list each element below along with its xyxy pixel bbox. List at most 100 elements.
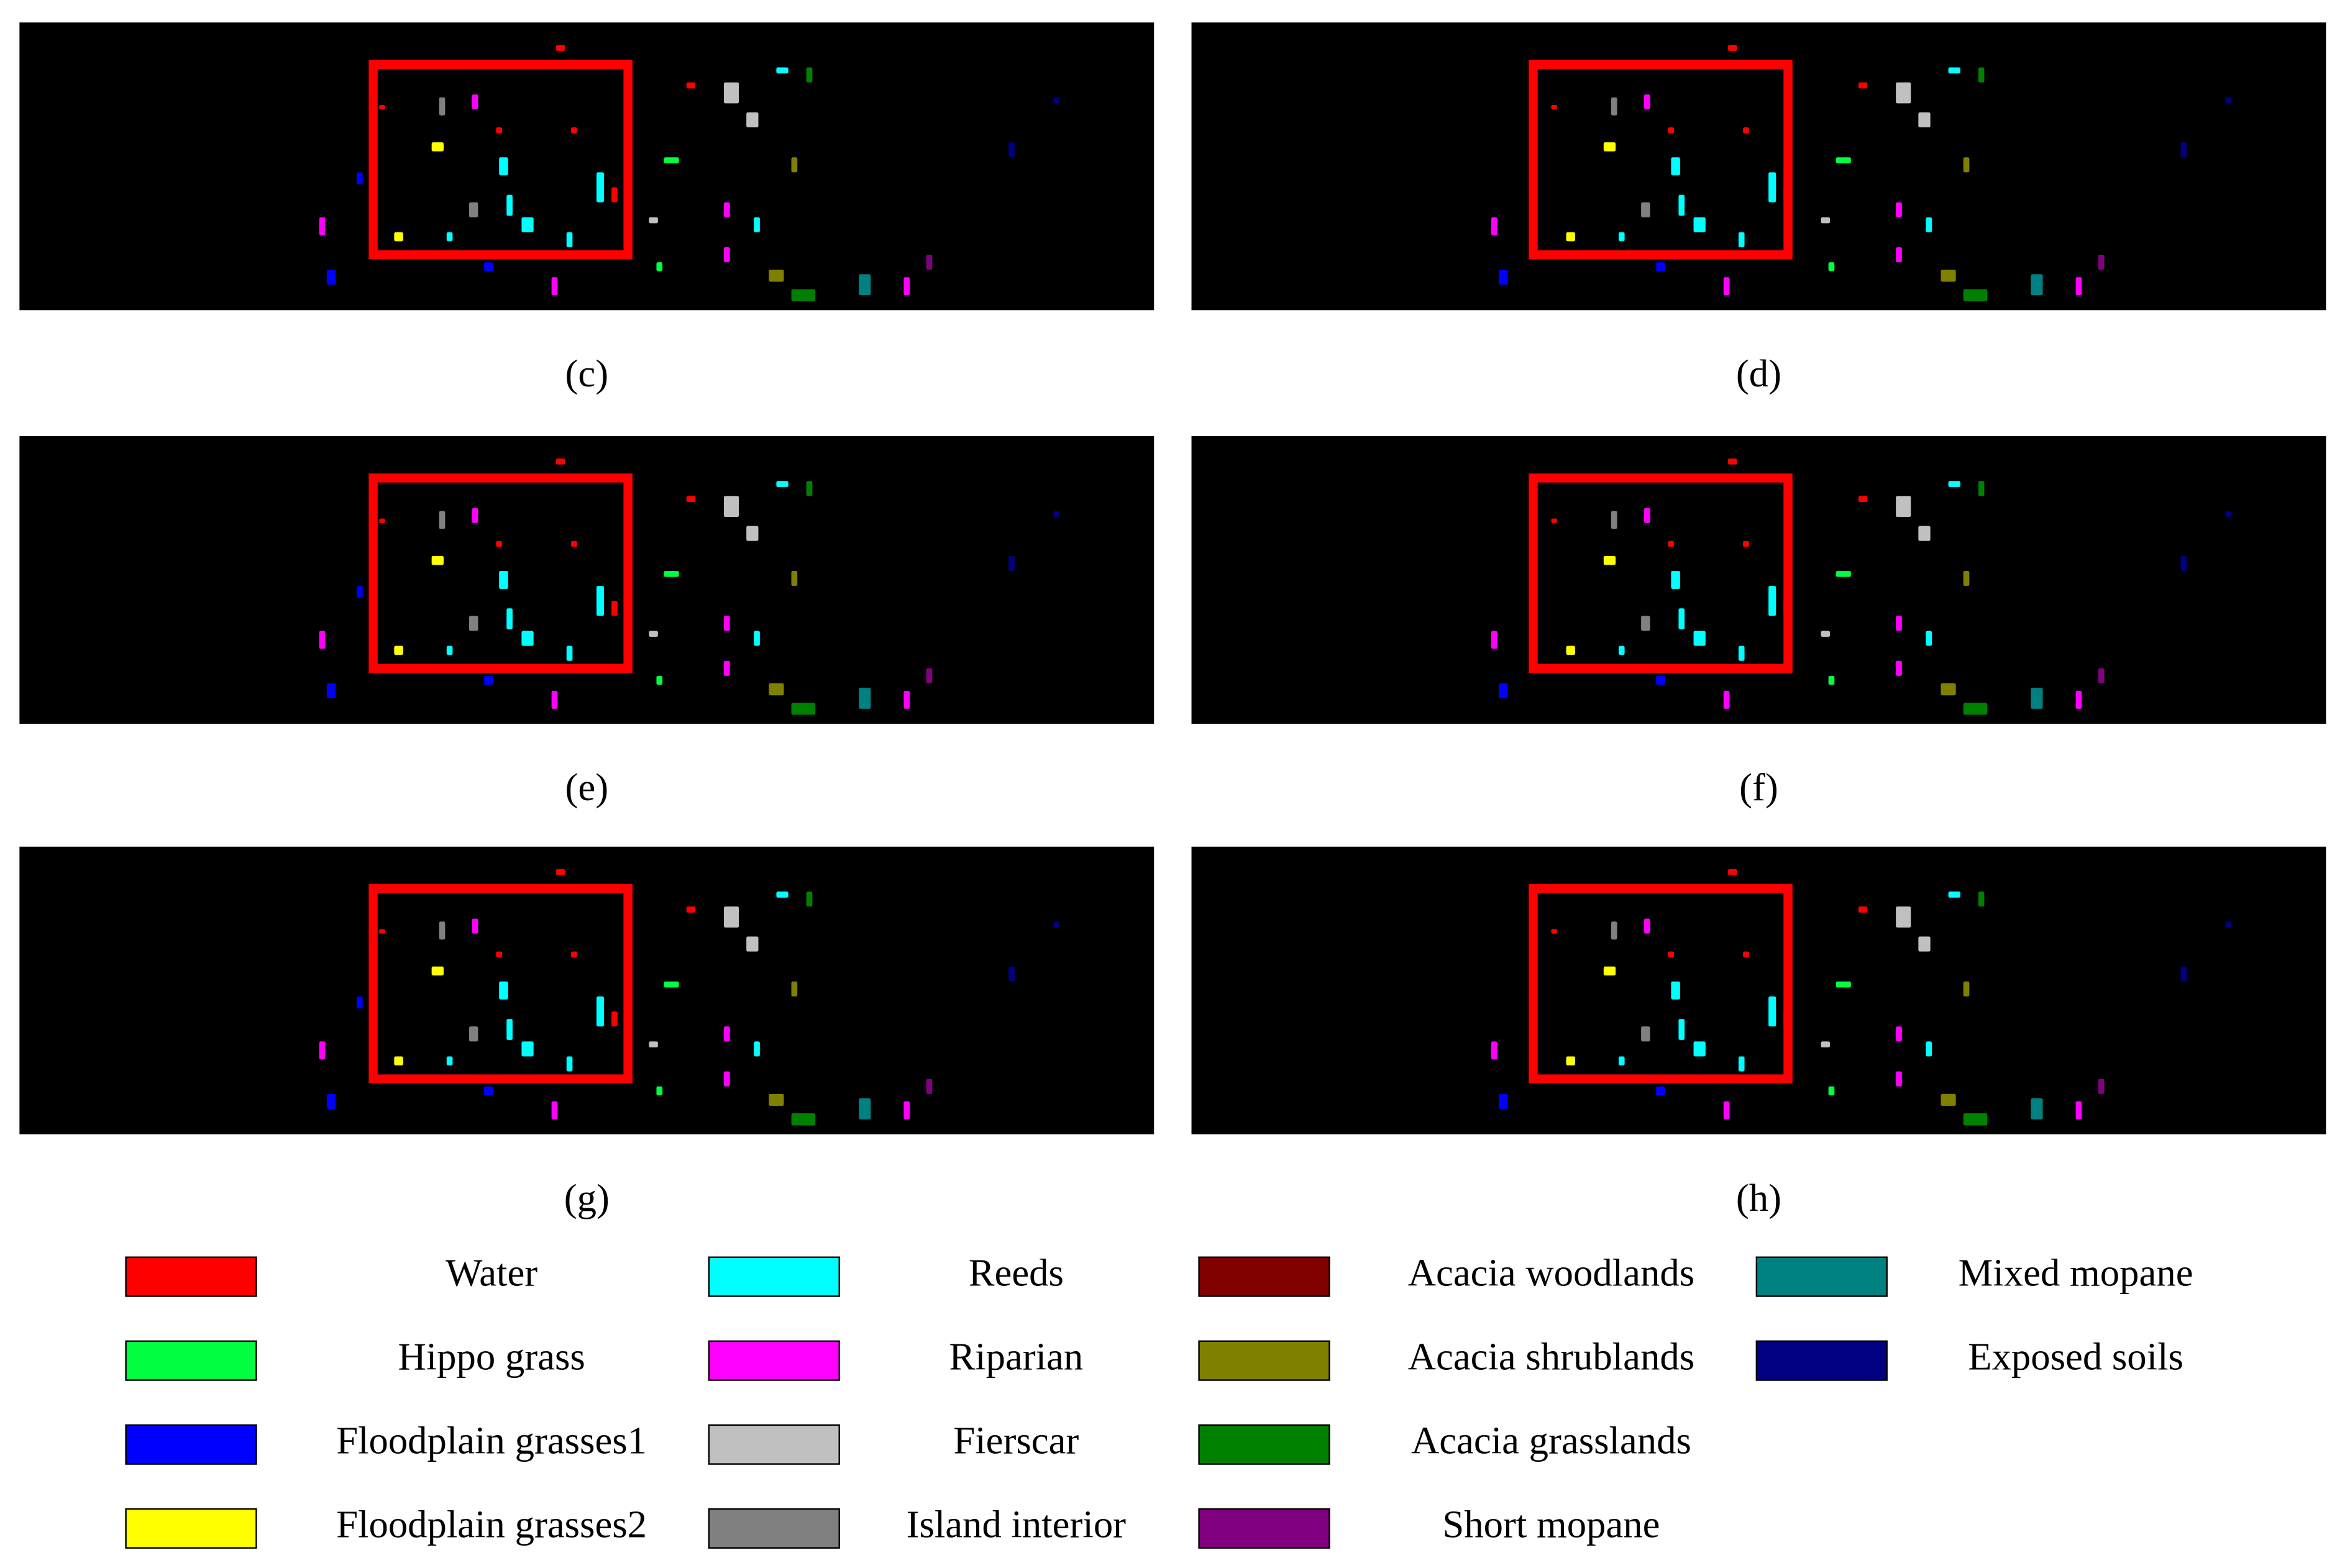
map-region: [1926, 217, 1932, 232]
map-region: [791, 571, 798, 586]
map-region: [769, 683, 784, 696]
legend-label: Acacia woodlands: [1408, 1251, 1694, 1294]
map-region: [1948, 891, 1960, 898]
map-region: [1668, 127, 1675, 134]
map-region: [2225, 511, 2232, 517]
map-region: [611, 187, 618, 203]
legend-swatch: [125, 1508, 257, 1549]
map-region: [394, 645, 403, 655]
map-region: [446, 232, 453, 242]
map-region: [776, 891, 789, 898]
panel-label: (e): [565, 765, 608, 809]
legend-label: Island interior: [907, 1503, 1127, 1546]
map-region: [723, 82, 739, 104]
map-region: [506, 194, 513, 216]
legend-swatch: [1755, 1340, 1888, 1381]
legend-label: Acacia shrublands: [1408, 1335, 1694, 1379]
map-region: [1008, 966, 1015, 982]
map-region: [1611, 511, 1617, 529]
map-region: [1918, 526, 1931, 541]
map-region: [499, 571, 508, 589]
panel-label: (d): [1736, 352, 1781, 395]
map-region: [1941, 683, 1956, 696]
map-region: [1728, 869, 1737, 875]
map-region: [1656, 1086, 1665, 1096]
map-region: [2031, 1098, 2043, 1119]
map-region: [859, 1098, 871, 1119]
map-region: [1941, 1093, 1956, 1106]
map-region: [1671, 981, 1680, 1000]
map-region: [1858, 82, 1868, 89]
map-region: [1948, 481, 1960, 487]
map-region: [431, 966, 444, 976]
map-region: [596, 586, 605, 616]
map-region: [1723, 690, 1730, 709]
map-region: [326, 270, 336, 285]
panel-label: (h): [1736, 1176, 1781, 1219]
map-region: [723, 1071, 730, 1087]
panel-label: (g): [564, 1176, 610, 1219]
map-region: [1821, 1041, 1831, 1048]
map-region: [664, 157, 679, 163]
legend-swatch: [1198, 1424, 1330, 1465]
map-region: [1668, 540, 1675, 547]
map-region: [1768, 586, 1776, 616]
map-region: [769, 270, 784, 282]
map-region: [1821, 631, 1831, 637]
map-region: [686, 906, 696, 913]
highlight-box: [1529, 884, 1793, 1083]
highlight-box: [368, 60, 633, 260]
highlight-box: [368, 473, 633, 673]
map-region: [723, 202, 730, 217]
map-region: [551, 690, 558, 709]
map-region: [469, 202, 478, 217]
classification-map: [1191, 22, 2326, 311]
legend-swatch: [125, 1424, 257, 1465]
map-region: [1656, 675, 1665, 685]
map-region: [1618, 232, 1625, 242]
legend-swatch: [1755, 1256, 1888, 1297]
map-region: [664, 981, 679, 988]
legend-label: Acacia grasslands: [1411, 1419, 1691, 1462]
highlight-box: [1529, 60, 1793, 260]
map-region: [1918, 936, 1931, 952]
map-region: [596, 996, 605, 1027]
legend-label: Fierscar: [953, 1419, 1079, 1462]
map-region: [499, 157, 508, 176]
map-region: [506, 1019, 513, 1040]
map-region: [551, 277, 558, 296]
map-region: [1738, 645, 1745, 661]
map-region: [1644, 508, 1650, 523]
map-region: [2075, 690, 2082, 709]
map-region: [319, 1041, 326, 1060]
map-region: [1768, 172, 1776, 203]
map-region: [1743, 540, 1749, 547]
map-region: [446, 645, 453, 655]
map-region: [521, 631, 534, 646]
map-region: [1644, 918, 1650, 934]
map-region: [754, 631, 760, 646]
map-region: [326, 683, 336, 699]
map-region: [1963, 289, 1988, 301]
map-region: [1821, 217, 1831, 224]
map-region: [484, 262, 493, 271]
map-region: [1836, 157, 1851, 163]
map-region: [2031, 274, 2043, 296]
map-region: [903, 690, 910, 709]
map-region: [555, 458, 565, 465]
legend-label: Mixed mopane: [1959, 1251, 2193, 1294]
map-region: [1618, 1056, 1625, 1065]
map-region: [1671, 157, 1680, 176]
map-region: [2075, 1101, 2082, 1119]
map-region: [1963, 157, 1970, 173]
map-region: [319, 217, 326, 235]
map-region: [926, 668, 933, 683]
map-region: [1678, 194, 1685, 216]
map-region: [570, 540, 577, 547]
map-region: [1858, 906, 1868, 913]
map-region: [1551, 929, 1558, 934]
map-region: [686, 82, 696, 89]
map-region: [506, 608, 513, 630]
map-background: [1191, 435, 2326, 724]
legend-label: Reeds: [969, 1251, 1064, 1294]
